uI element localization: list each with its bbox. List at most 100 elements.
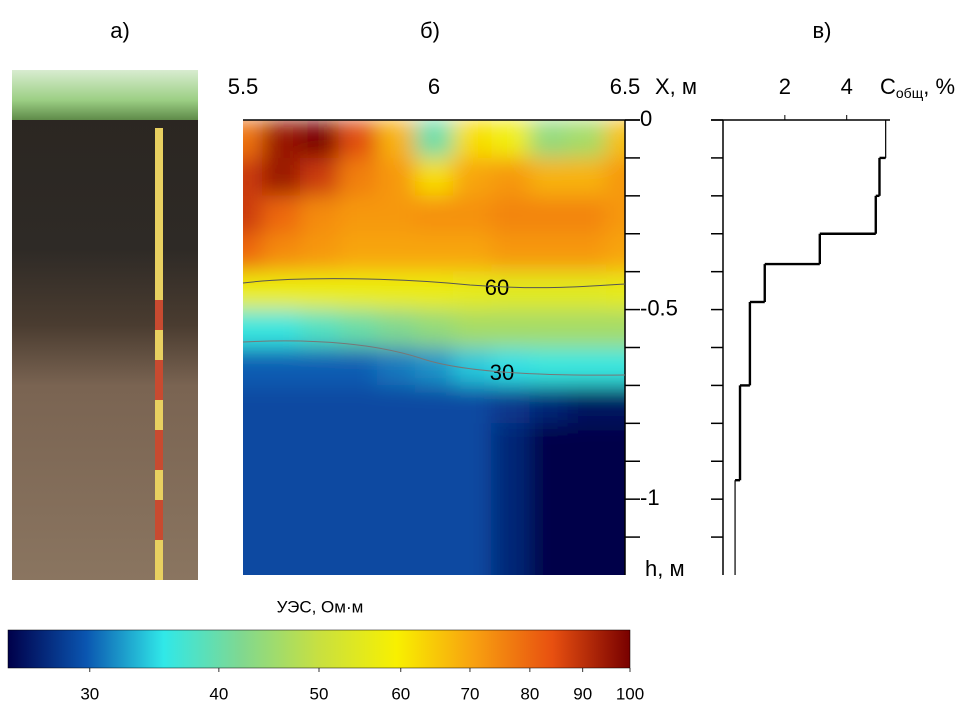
heatmap-cell [491,309,530,348]
heatmap-cell [414,385,454,424]
heatmap-cell [338,271,378,311]
heatmap-cell [567,309,607,348]
colorbar [7,629,631,669]
heatmap-cell [376,423,416,462]
heatmap-cell [491,233,530,273]
heatmap-cell [376,347,416,386]
heatmap-cell [529,385,569,424]
heatmap-cell [243,461,263,500]
heatmap-cell [243,385,263,424]
heatmap-cell [338,461,378,500]
heatmap-cell [262,423,301,462]
x-axis-label: X, м [655,74,697,99]
heatmap-cell [262,309,301,348]
heatmap-cell [453,195,492,235]
heatmap-cell [262,157,301,197]
heatmap-cell [605,195,625,235]
heatmap-cell [414,120,454,159]
heatmap-cell [605,120,625,159]
label-sub: общ [896,85,924,101]
x-tick-label: 5.5 [228,74,259,99]
heatmap-cell [300,195,339,235]
heatmap-cell [453,537,492,575]
label-main: C [880,74,896,99]
heatmap-cell [605,271,625,311]
heatmap-cell [376,157,416,197]
x-tick-label: 2 [779,74,791,99]
heatmap-cell [491,461,530,500]
heatmap-cell [567,385,607,424]
heatmap-cell [300,423,339,462]
heatmap-cell [243,423,263,462]
heatmap-cell [605,461,625,500]
heatmap-cell [491,537,530,575]
heatmap-cell [453,423,492,462]
soil-photo [12,70,198,580]
y-tick-label: 0 [640,106,652,131]
heatmap-cell [567,195,607,235]
heatmap-cell [376,120,416,159]
heatmap-cell [376,499,416,538]
heatmap-cell [376,461,416,500]
heatmap-cell [262,120,301,159]
heatmap-cell [414,309,454,348]
heatmap-cell [338,309,378,348]
heatmap-cell [605,423,625,462]
heatmap-cell [567,537,607,575]
panel-label: а) [110,18,130,43]
contour-line [242,340,626,376]
heatmap-cell [605,157,625,197]
x-axis-label: Cобщ, % [880,74,955,101]
heatmap-cell [529,120,569,159]
heatmap-cell [529,461,569,500]
heatmap-cell [567,271,607,311]
heatmap-cell [338,233,378,273]
heatmap-cell [338,537,378,575]
y-tick-label: -1 [640,485,660,510]
heatmap-cell [300,461,339,500]
heatmap-cell [605,385,625,424]
heatmap-cell [262,195,301,235]
heatmap-cell [243,271,263,311]
heatmap-cell [491,423,530,462]
colorbar-label: УЭС, Ом·м [277,597,364,616]
heatmap-cell [414,157,454,197]
heatmap-cell [243,233,263,273]
contour-line [242,278,626,289]
y-axis-label: h, м [645,556,685,581]
heatmap-cell [376,195,416,235]
colorbar-tick-label: 30 [80,684,99,703]
heatmap-cell [262,537,301,575]
heatmap-cell [243,537,263,575]
heatmap-cell [338,347,378,386]
x-tick-label: 4 [841,74,853,99]
heatmap-cell [338,195,378,235]
heatmap-cell [300,385,339,424]
heatmap-cell [300,233,339,273]
panel-label: в) [812,18,831,43]
heatmap-cell [414,499,454,538]
heatmap-cell [453,120,492,159]
heatmap-cell [529,195,569,235]
heatmap-cell [300,271,339,311]
heatmap-cell [262,461,301,500]
heatmap-cell [491,120,530,159]
heatmap-cell [300,347,339,386]
panel-label: б) [420,18,440,43]
heatmap-cell [453,157,492,197]
heatmap-cell [529,499,569,538]
heatmap [243,120,625,575]
heatmap-cell [338,120,378,159]
heatmap-cell [262,499,301,538]
colorbar-tick-label: 80 [520,684,539,703]
heatmap-cell [243,120,263,159]
heatmap-cell [338,423,378,462]
heatmap-cell [529,423,569,462]
overlay [242,278,626,376]
x-tick-label: 6.5 [610,74,641,99]
heatmap-cell [567,499,607,538]
heatmap-cell [338,499,378,538]
heatmap-cell [243,195,263,235]
heatmap-cell [567,233,607,273]
